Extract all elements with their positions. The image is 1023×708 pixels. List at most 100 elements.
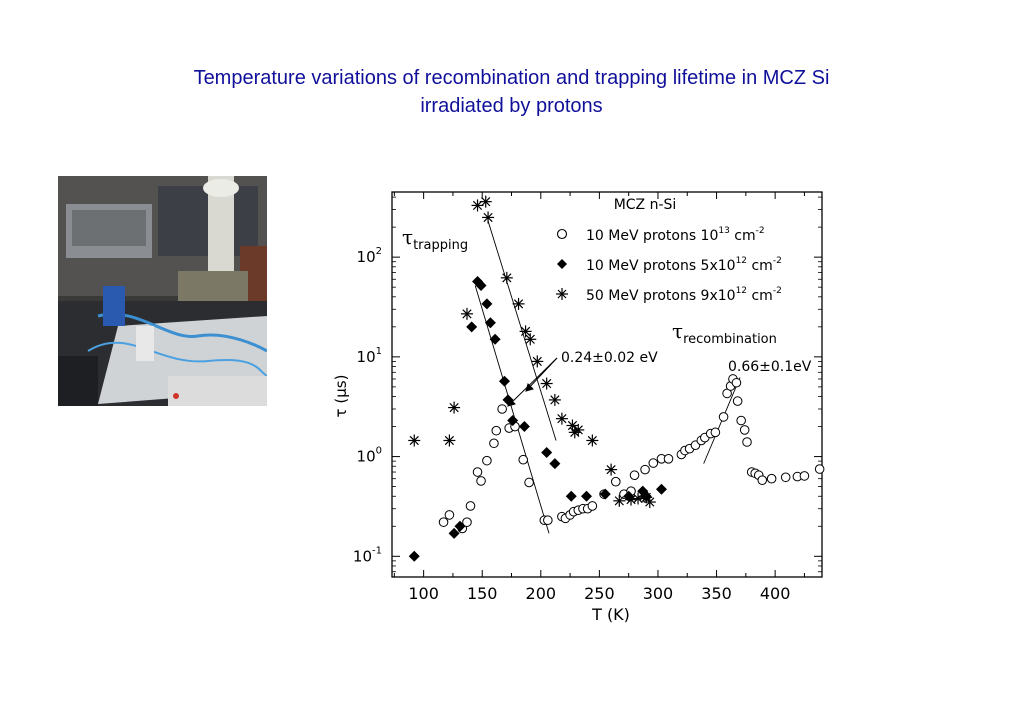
data-point-circle [718, 412, 729, 422]
data-point-asterisk [605, 463, 618, 476]
data-point-asterisk [586, 434, 599, 447]
legend-marker-circle [556, 228, 568, 240]
data-point-diamond [565, 490, 577, 502]
data-point-circle [739, 425, 750, 435]
x-tick-label: 300 [643, 584, 674, 603]
data-point-asterisk [460, 307, 473, 320]
asterisk-stroke [614, 496, 624, 506]
chart-title: MCZ n-Si [614, 197, 677, 213]
plot-area [391, 191, 823, 578]
data-point-asterisk [524, 333, 537, 346]
legend-marker-asterisk [556, 288, 568, 300]
data-point-diamond [599, 488, 611, 500]
data-point-circle [742, 437, 752, 447]
data-point-circle [780, 472, 791, 483]
data-point-circle [732, 396, 743, 406]
asterisk-stroke [449, 402, 459, 413]
recombination-label: τrecombination [672, 319, 777, 347]
data-point-diamond [454, 520, 466, 532]
data-point-circle [489, 438, 499, 449]
y-tick-label: 101 [357, 346, 382, 366]
data-point-diamond [466, 321, 478, 333]
legend: 10 MeV protons 1013 cm-2 10 MeV protons … [556, 226, 782, 304]
asterisk-stroke [481, 197, 491, 207]
asterisk-stroke [462, 309, 472, 319]
data-point-diamond [541, 446, 553, 458]
lab-setup-photo [58, 176, 267, 406]
data-point-circle [610, 476, 621, 487]
data-point-circle [629, 470, 640, 481]
data-point-asterisk [512, 297, 525, 310]
data-point-circle [491, 425, 502, 436]
data-point-diamond [507, 415, 519, 427]
arrowhead-1 [525, 383, 534, 392]
asterisk-stroke [587, 435, 597, 446]
data-point-diamond [481, 298, 493, 310]
data-point-circle [766, 473, 777, 484]
data-point-asterisk [555, 412, 568, 425]
data-point-diamond [518, 421, 530, 433]
asterisk-stroke [567, 420, 578, 431]
data-point-diamond [484, 317, 496, 329]
x-tick-label: 100 [408, 584, 439, 603]
arrowhead-2 [507, 398, 516, 407]
data-point-circle [472, 467, 483, 477]
data-point-circle [757, 475, 768, 485]
asterisk-stroke [502, 273, 512, 283]
data-point-asterisk [572, 423, 585, 436]
data-point-circle [438, 517, 449, 527]
y-tick-label: 10-1 [353, 545, 382, 565]
asterisk-stroke [525, 334, 535, 344]
data-point-asterisk [519, 325, 532, 338]
asterisk-stroke [542, 378, 552, 389]
legend-label-series-3: 50 MeV protons 9x1012 cm-2 [586, 286, 782, 304]
y-tick-label: 102 [357, 246, 382, 266]
data-point-asterisk [408, 434, 421, 447]
y-tick-label: 100 [357, 446, 382, 466]
legend-label-series-1: 10 MeV protons 1013 cm-2 [586, 226, 765, 244]
asterisk-stroke [513, 299, 524, 309]
data-point-circle [648, 458, 659, 468]
x-axis-label: T (K) [591, 605, 630, 624]
recombination-fit-1 [474, 285, 550, 534]
data-point-asterisk [643, 496, 656, 509]
data-point-circle [444, 510, 455, 520]
asterisk-stroke [557, 414, 567, 424]
activation-energy-high: 0.66±0.1eV [728, 359, 812, 375]
slide-title: Temperature variations of recombination … [0, 64, 1023, 120]
trapping-label: τtrapping [402, 225, 468, 253]
data-marks [408, 195, 825, 562]
asterisk-stroke [444, 435, 455, 446]
data-point-circle [814, 464, 825, 474]
data-point-circle [663, 453, 674, 464]
data-point-asterisk [482, 211, 495, 224]
plot-frame-border [391, 191, 823, 578]
asterisk-stroke [472, 200, 483, 211]
legend-label-series-2: 10 MeV protons 5x1012 cm-2 [586, 256, 782, 274]
data-point-circle [736, 415, 746, 426]
data-point-diamond [549, 458, 561, 470]
lab-setup-photo-image [58, 176, 267, 406]
data-point-circle [497, 404, 507, 414]
arrow-to-recombination-fit [507, 357, 558, 407]
data-point-diamond [580, 490, 592, 502]
slide-title-line-1: Temperature variations of recombination … [193, 67, 830, 89]
data-point-diamond [475, 279, 487, 291]
data-point-circle [640, 464, 650, 475]
data-point-asterisk [613, 494, 626, 507]
y-axis: 10-1 100 101 102 [353, 196, 822, 573]
asterisk-stroke [483, 212, 493, 223]
data-point-circle [482, 455, 492, 466]
data-point-circle [799, 471, 810, 481]
data-point-diamond [489, 333, 501, 345]
x-tick-label: 200 [526, 584, 557, 603]
data-point-asterisk [479, 195, 492, 208]
trapping-fit [487, 220, 557, 441]
asterisk-stroke [626, 495, 636, 505]
data-point-diamond [448, 527, 460, 539]
asterisk-stroke [645, 497, 655, 507]
data-point-asterisk [568, 426, 581, 439]
data-point-circle [524, 477, 534, 488]
data-point-asterisk [443, 434, 456, 447]
